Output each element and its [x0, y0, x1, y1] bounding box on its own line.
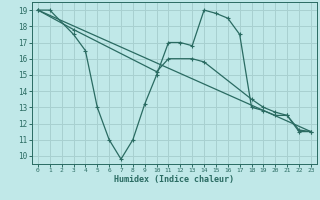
X-axis label: Humidex (Indice chaleur): Humidex (Indice chaleur) — [115, 175, 234, 184]
